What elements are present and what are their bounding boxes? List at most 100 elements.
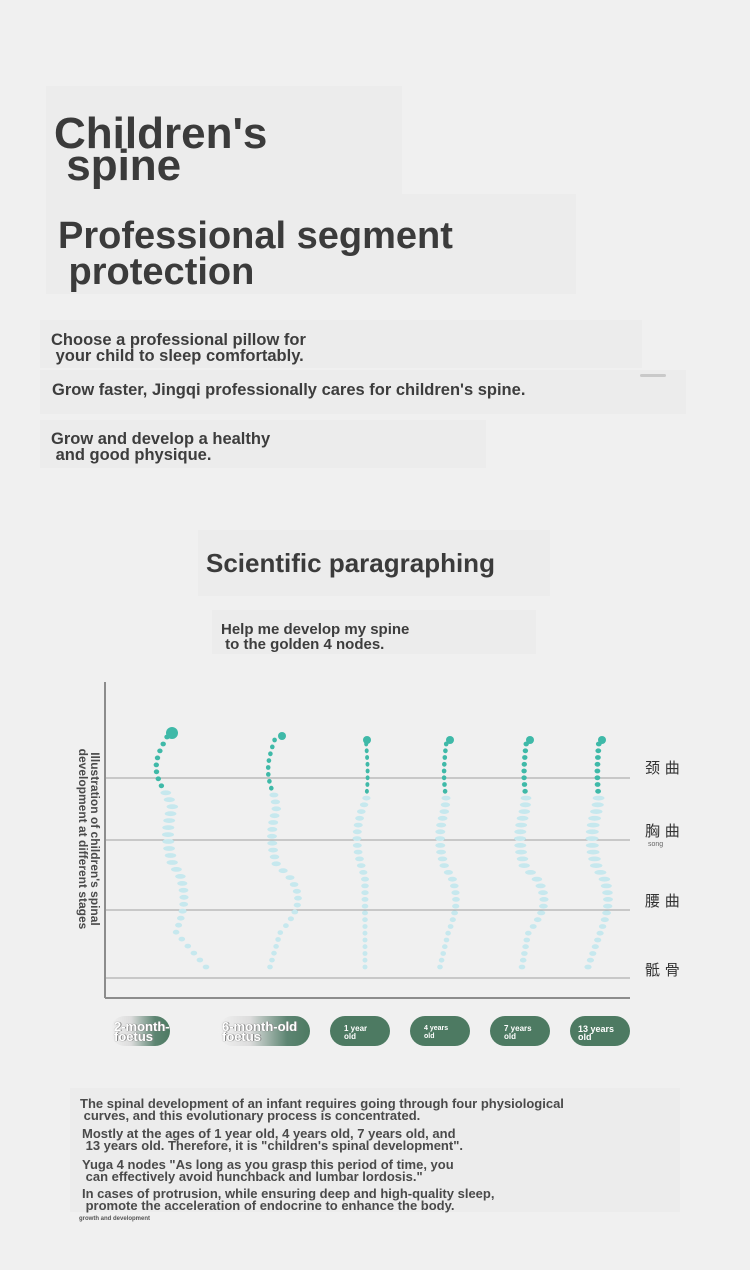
vertebra: [442, 944, 448, 950]
vertebra: [172, 929, 180, 935]
vertebra: [514, 829, 527, 835]
vertebra: [269, 854, 280, 860]
vertebra: [359, 802, 369, 808]
vertebra: [361, 883, 369, 889]
skull-base: [166, 727, 178, 739]
vertebra: [267, 840, 278, 846]
spine-figure: [584, 736, 613, 970]
skull-base: [598, 736, 606, 744]
vertebra: [160, 790, 172, 796]
vertebra: [362, 951, 368, 956]
spine-figure: [514, 736, 549, 970]
label-cervical-curve: 颈 曲: [645, 759, 680, 777]
vertebra: [603, 897, 613, 902]
vertebra: [586, 849, 600, 855]
vertebra: [352, 836, 362, 841]
vertebra: [515, 849, 527, 855]
skull-base: [446, 736, 454, 744]
cervical-vertebra: [265, 765, 271, 770]
vertebra: [585, 829, 599, 835]
vertebra: [163, 818, 176, 823]
vertebra: [451, 890, 460, 896]
skull-base: [278, 732, 286, 740]
vertebra: [589, 951, 597, 956]
cervical-vertebra: [595, 788, 601, 794]
vertebra: [519, 957, 527, 963]
vertebra: [585, 843, 599, 848]
vertebra: [293, 902, 301, 908]
vertebra: [594, 937, 602, 943]
cervical-vertebra: [441, 768, 447, 774]
section-subtitle: Help me develop my spine to the golden 4…: [221, 621, 410, 653]
vertebra: [202, 964, 210, 970]
vertebra: [440, 802, 451, 808]
decorative-mark: [640, 374, 666, 377]
vertebra: [588, 815, 601, 821]
spine-figure: [153, 727, 210, 970]
vertebra: [584, 964, 592, 970]
cervical-vertebra: [365, 768, 370, 774]
cervical-vertebra: [155, 776, 161, 782]
vertebra: [519, 802, 531, 808]
cervical-vertebra: [365, 761, 370, 767]
vertebra: [440, 951, 447, 956]
cervical-vertebra: [157, 748, 163, 754]
cervical-vertebra: [522, 788, 528, 794]
vertebra: [439, 809, 450, 814]
vertebra: [521, 951, 528, 956]
label-sacrum: 骶 骨: [645, 961, 680, 979]
chart-y-caption: Illustration of children's spinal develo…: [76, 748, 102, 930]
cervical-vertebra: [595, 748, 602, 754]
cervical-vertebra: [270, 744, 275, 750]
vertebra: [533, 917, 542, 923]
vertebra: [361, 876, 369, 882]
intro-panel-3: [40, 420, 486, 468]
vertebra: [438, 957, 445, 963]
body-paragraph-1: The spinal development of an infant requ…: [80, 1096, 564, 1123]
vertebra: [175, 922, 183, 928]
section-title-panel: [198, 530, 550, 596]
cervical-vertebra: [365, 782, 370, 787]
vertebra: [289, 882, 299, 887]
vertebra: [443, 870, 453, 875]
vertebra: [445, 930, 451, 936]
vertebra: [162, 839, 175, 844]
vertebra: [362, 937, 368, 943]
intro-line-1: Choose a professional pillow for your ch…: [51, 331, 306, 365]
vertebra: [443, 937, 450, 943]
vertebra: [538, 890, 548, 896]
cervical-vertebra: [442, 761, 447, 767]
label-thoracic-curve: 胸 曲: [645, 823, 680, 840]
cervical-vertebra: [153, 762, 159, 768]
vertebra: [273, 944, 279, 949]
vertebra: [170, 867, 182, 872]
cervical-vertebra: [443, 748, 448, 754]
label-lumbar-curve: 腰 曲: [645, 892, 680, 910]
vertebra: [531, 876, 543, 882]
vertebra: [451, 910, 458, 916]
vertebra: [361, 890, 369, 896]
vertebra: [175, 874, 186, 879]
cervical-vertebra: [266, 772, 271, 777]
vertebra: [450, 883, 459, 889]
vertebra: [437, 856, 448, 862]
vertebra: [525, 930, 532, 936]
vertebra: [447, 876, 457, 882]
vertebra: [268, 820, 279, 825]
vertebra: [362, 930, 368, 936]
vertebra: [586, 822, 600, 828]
vertebra: [355, 815, 364, 821]
subtitle-panel: [46, 194, 576, 294]
curve-note: song: [648, 841, 664, 848]
vertebra: [522, 944, 529, 950]
vertebra: [287, 916, 294, 922]
spine-figure: [352, 736, 371, 970]
cervical-vertebra: [272, 737, 277, 743]
cervical-vertebra: [365, 755, 370, 760]
vertebra: [268, 847, 278, 853]
vertebra: [362, 924, 368, 929]
cervical-vertebra: [365, 775, 370, 781]
vertebra: [267, 833, 277, 839]
vertebra: [269, 957, 275, 963]
vertebra: [515, 822, 528, 828]
